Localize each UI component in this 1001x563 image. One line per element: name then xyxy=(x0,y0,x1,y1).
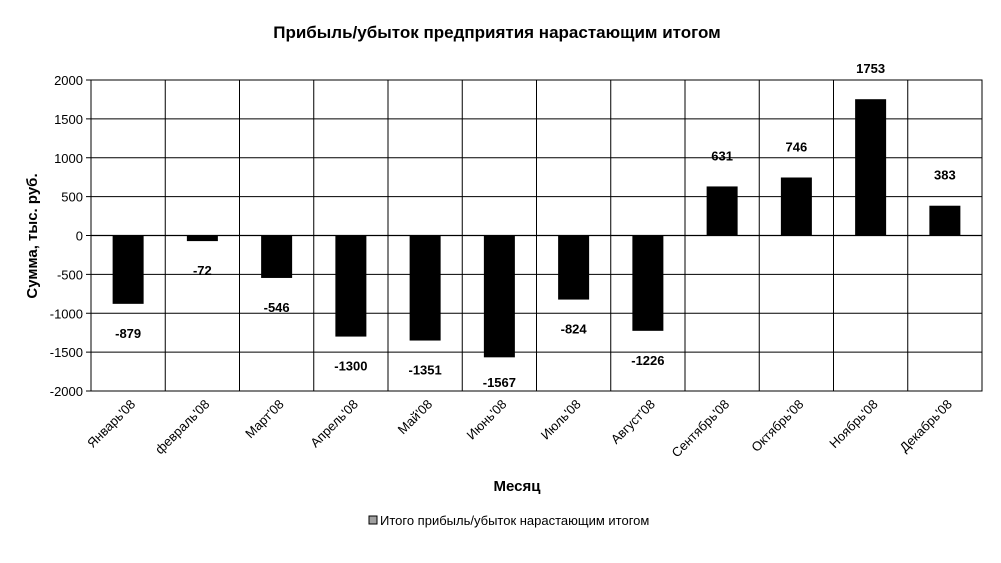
data-label: -1567 xyxy=(483,375,516,390)
bar xyxy=(409,235,441,341)
bar xyxy=(855,99,887,236)
plot-area-border xyxy=(90,79,983,392)
x-tick-label: Май'08 xyxy=(395,397,436,438)
x-axis-title: Месяц xyxy=(494,478,542,495)
bar xyxy=(632,235,664,331)
data-label: -1226 xyxy=(631,353,664,368)
data-label: -824 xyxy=(561,322,588,337)
data-label: 631 xyxy=(711,148,733,163)
axes: 2000 1500 1000 500 0 -500 -1000 -1500 -2000Январ… xyxy=(50,73,983,461)
data-label: -1351 xyxy=(409,363,442,378)
x-tick-label: Июль'08 xyxy=(538,397,584,443)
y-tick-label: 1500 xyxy=(54,112,83,127)
data-label: 383 xyxy=(934,168,956,183)
y-tick-label: -1000 xyxy=(50,306,83,321)
data-label: -72 xyxy=(193,263,212,278)
y-axis-title: Сумма, тыс. руб. xyxy=(24,173,41,298)
data-label: -879 xyxy=(115,326,141,341)
bar xyxy=(706,186,738,236)
x-tick-label: Ноябрь'08 xyxy=(826,397,880,451)
x-tick-label: Июнь'08 xyxy=(464,397,510,443)
x-tick-label: февраль'08 xyxy=(152,397,213,458)
y-tick-label: 2000 xyxy=(54,73,83,88)
bar xyxy=(335,235,367,337)
bar xyxy=(929,205,961,236)
data-label: -546 xyxy=(264,300,290,315)
x-tick-label: Август'08 xyxy=(608,397,658,447)
bar xyxy=(112,235,144,304)
x-tick-label: Январь'08 xyxy=(84,397,138,451)
data-label: -1300 xyxy=(334,359,367,374)
y-tick-label: 0 xyxy=(76,229,83,244)
legend-swatch xyxy=(368,515,378,525)
y-tick-label: -500 xyxy=(57,267,83,282)
data-label: 1753 xyxy=(856,61,885,76)
x-tick-label: Апрель'08 xyxy=(307,397,361,451)
x-tick-label: Декабрь'08 xyxy=(897,397,955,455)
data-label: 746 xyxy=(786,139,808,154)
bar xyxy=(483,235,515,358)
y-tick-label: -2000 xyxy=(50,384,83,399)
y-tick-label: 1000 xyxy=(54,151,83,166)
bars xyxy=(91,99,982,358)
bar xyxy=(186,235,218,242)
x-tick-label: Сентябрь'08 xyxy=(668,397,732,461)
y-tick-label: -1500 xyxy=(50,345,83,360)
chart-title: Прибыль/убыток предприятия нарастающим и… xyxy=(273,23,721,42)
bar xyxy=(558,235,590,300)
bar xyxy=(780,177,812,236)
x-tick-label: Март'08 xyxy=(242,397,287,442)
y-tick-label: 500 xyxy=(61,190,83,205)
legend: Итого прибыль/убыток нарастающим итогом xyxy=(368,513,649,528)
x-tick-label: Октябрь'08 xyxy=(748,397,806,455)
legend-label: Итого прибыль/убыток нарастающим итогом xyxy=(380,513,649,528)
data-labels: -879 -72 -546 -1300 -1351 -1567 -824 -1226 631 74… xyxy=(115,61,956,390)
bar xyxy=(261,235,293,278)
